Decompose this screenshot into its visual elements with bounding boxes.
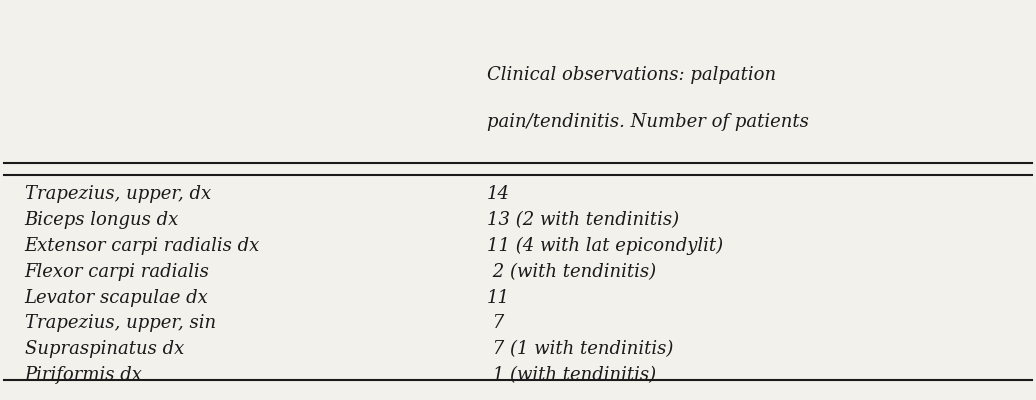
Text: 11 (4 with lat epicondylit): 11 (4 with lat epicondylit): [487, 237, 723, 255]
Text: Piriformis dx: Piriformis dx: [25, 366, 143, 384]
Text: 11: 11: [487, 288, 510, 306]
Text: Flexor carpi radialis: Flexor carpi radialis: [25, 263, 209, 281]
Text: Clinical observations: palpation: Clinical observations: palpation: [487, 66, 776, 84]
Text: Extensor carpi radialis dx: Extensor carpi radialis dx: [25, 237, 260, 255]
Text: Trapezius, upper, sin: Trapezius, upper, sin: [25, 314, 215, 332]
Text: Levator scapulae dx: Levator scapulae dx: [25, 288, 208, 306]
Text: 2 (with tendinitis): 2 (with tendinitis): [487, 263, 656, 281]
Text: Biceps longus dx: Biceps longus dx: [25, 211, 179, 229]
Text: 13 (2 with tendinitis): 13 (2 with tendinitis): [487, 211, 680, 229]
Text: Supraspinatus dx: Supraspinatus dx: [25, 340, 184, 358]
Text: 14: 14: [487, 185, 510, 203]
Text: pain/tendinitis. Number of patients: pain/tendinitis. Number of patients: [487, 113, 809, 131]
Text: 1 (with tendinitis): 1 (with tendinitis): [487, 366, 656, 384]
Text: 7: 7: [487, 314, 505, 332]
Text: 7 (1 with tendinitis): 7 (1 with tendinitis): [487, 340, 673, 358]
Text: Trapezius, upper, dx: Trapezius, upper, dx: [25, 185, 211, 203]
